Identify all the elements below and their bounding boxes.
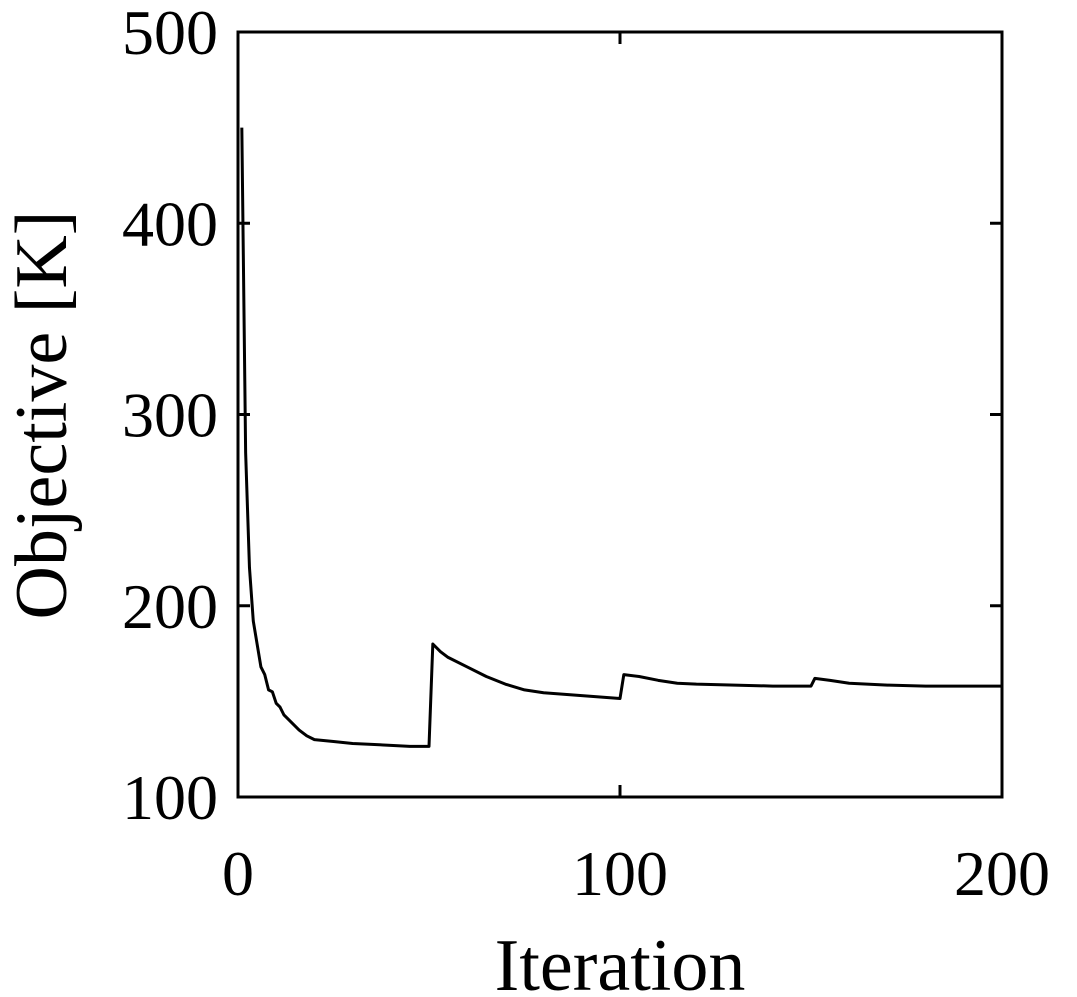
- y-tick-label: 500: [122, 0, 218, 68]
- x-axis-label: Iteration: [495, 925, 746, 997]
- x-tick-label: 0: [222, 838, 254, 909]
- x-tick-label: 100: [572, 838, 668, 909]
- y-tick-label: 200: [122, 571, 218, 642]
- y-tick-label: 100: [122, 762, 218, 833]
- y-axis-label: Objective [K]: [1, 211, 83, 620]
- x-tick-label: 200: [954, 838, 1050, 909]
- y-tick-label: 300: [122, 380, 218, 451]
- plot-frame: [236, 30, 1004, 799]
- data-line: [240, 127, 1002, 748]
- y-tick-label: 400: [122, 188, 218, 259]
